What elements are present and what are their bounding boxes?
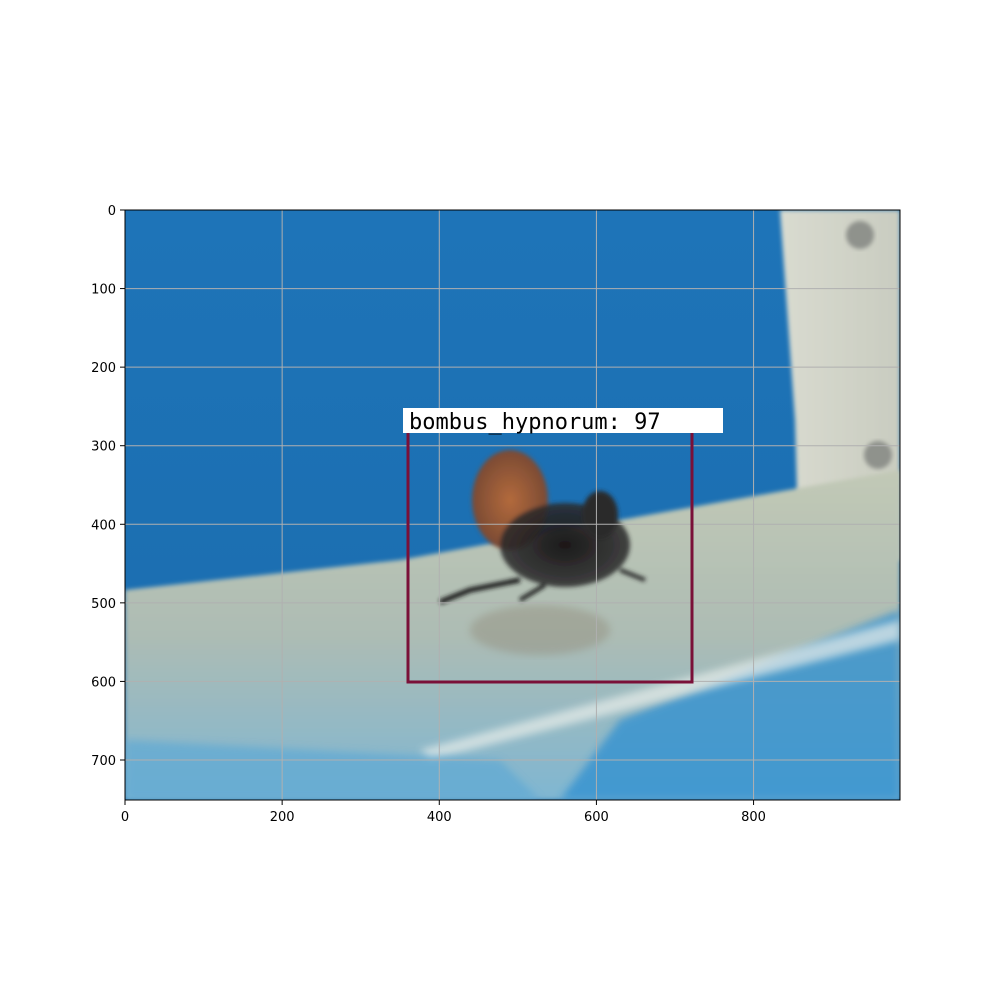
x-tick-label: 800 bbox=[741, 810, 766, 825]
screw-head bbox=[846, 221, 874, 249]
y-tick-label: 100 bbox=[91, 283, 116, 298]
y-tick-label: 400 bbox=[91, 518, 116, 533]
detection-label: bombus_hypnorum: 97 bbox=[409, 410, 661, 435]
y-tick-label: 200 bbox=[91, 361, 116, 376]
bee-reflection bbox=[470, 605, 610, 655]
y-axis-ticks: 0 100 200 300 400 500 600 700 bbox=[91, 204, 125, 769]
photo-area bbox=[125, 210, 900, 800]
y-tick-label: 500 bbox=[91, 597, 116, 612]
x-tick-label: 0 bbox=[121, 810, 129, 825]
y-tick-label: 300 bbox=[91, 440, 116, 455]
axes-frame bbox=[124, 209, 901, 801]
detection-box bbox=[406, 433, 694, 684]
floor-highlight bbox=[420, 620, 900, 760]
x-tick-label: 600 bbox=[584, 810, 609, 825]
y-tick-label: 600 bbox=[91, 675, 116, 690]
floor-front bbox=[125, 740, 540, 800]
y-tick-label: 700 bbox=[91, 754, 116, 769]
y-tick-label: 0 bbox=[108, 204, 116, 219]
detection-annotation: bombus_hypnorum: 97 bbox=[403, 408, 723, 684]
screw-head bbox=[864, 441, 892, 469]
x-axis-ticks: 0 200 400 600 800 bbox=[121, 800, 766, 825]
x-tick-label: 400 bbox=[427, 810, 452, 825]
x-tick-label: 200 bbox=[270, 810, 295, 825]
detection-label-background bbox=[403, 408, 723, 433]
